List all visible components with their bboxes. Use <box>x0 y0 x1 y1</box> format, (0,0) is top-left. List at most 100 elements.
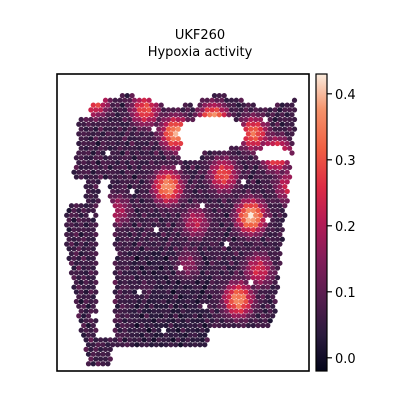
spot <box>265 159 271 166</box>
spot <box>197 313 203 319</box>
spot <box>274 188 281 195</box>
spot <box>129 322 135 329</box>
spot <box>127 107 133 113</box>
spot <box>158 140 164 147</box>
spot <box>134 198 140 204</box>
spot <box>114 131 121 137</box>
chart-subtitle: Hypoxia activity <box>148 45 253 60</box>
spot <box>110 121 116 127</box>
spot <box>289 140 295 147</box>
spot <box>139 322 145 329</box>
spot <box>153 179 159 185</box>
spot <box>177 112 184 118</box>
spot <box>192 236 198 242</box>
spot <box>180 298 186 305</box>
spot <box>180 289 186 295</box>
spot <box>202 332 208 338</box>
spot <box>238 164 244 171</box>
spot <box>238 183 244 190</box>
spot <box>267 260 273 266</box>
spot <box>231 217 237 223</box>
spot <box>233 183 239 190</box>
spot <box>131 222 138 228</box>
spot <box>158 322 164 329</box>
spot <box>131 203 138 209</box>
spot <box>107 97 113 103</box>
spot <box>236 169 242 175</box>
spot <box>110 188 116 195</box>
spot <box>238 289 244 295</box>
spot <box>257 279 264 286</box>
spot <box>165 308 172 314</box>
spot <box>272 279 278 286</box>
spot <box>129 150 135 156</box>
spot <box>151 136 157 142</box>
spot <box>88 107 94 113</box>
spot <box>85 351 92 357</box>
spot <box>204 203 210 209</box>
spot <box>114 303 121 309</box>
spot <box>124 274 130 281</box>
spot <box>204 212 210 218</box>
spot <box>204 107 210 113</box>
spot <box>187 294 193 300</box>
spot <box>175 318 181 324</box>
spot <box>119 236 126 242</box>
spot <box>270 198 276 204</box>
spot <box>204 241 210 247</box>
spot <box>211 188 218 195</box>
spot <box>265 169 271 175</box>
spot <box>68 203 75 209</box>
spot <box>134 274 140 281</box>
spot <box>117 116 123 123</box>
spot <box>274 112 281 118</box>
spot <box>122 289 128 295</box>
spot <box>180 174 186 180</box>
spot <box>223 308 230 314</box>
spot <box>274 179 281 185</box>
spot <box>78 279 84 286</box>
spot <box>267 193 273 199</box>
spot <box>194 212 201 218</box>
spot <box>134 332 140 338</box>
spot <box>289 121 295 127</box>
spot <box>151 222 157 228</box>
spot <box>231 265 237 271</box>
spot <box>119 322 126 329</box>
spot <box>153 332 159 338</box>
spot <box>204 327 210 333</box>
spot <box>148 236 155 242</box>
spot <box>243 241 249 247</box>
spot <box>90 179 96 185</box>
spot <box>93 116 99 123</box>
spot <box>228 222 235 228</box>
spot <box>78 126 84 132</box>
spot <box>260 246 266 252</box>
spot <box>177 140 184 147</box>
spot <box>76 313 82 319</box>
spot <box>243 289 249 295</box>
spot <box>257 250 264 257</box>
spot <box>114 342 121 348</box>
spot <box>136 212 143 218</box>
spot <box>250 303 256 309</box>
spot <box>168 179 174 185</box>
spot <box>66 246 72 252</box>
spot <box>270 159 276 166</box>
spot <box>78 241 84 247</box>
spot <box>277 183 283 190</box>
spot <box>245 236 252 242</box>
spot <box>255 140 261 147</box>
spot <box>100 150 106 156</box>
spot <box>112 318 118 324</box>
spot <box>221 265 227 271</box>
spot <box>180 164 186 171</box>
spot <box>114 150 121 156</box>
spot <box>110 102 116 108</box>
spot <box>175 126 181 132</box>
spot <box>274 131 281 137</box>
spot <box>127 136 133 142</box>
spot <box>272 241 278 247</box>
spot <box>83 164 89 171</box>
spot <box>270 265 276 271</box>
